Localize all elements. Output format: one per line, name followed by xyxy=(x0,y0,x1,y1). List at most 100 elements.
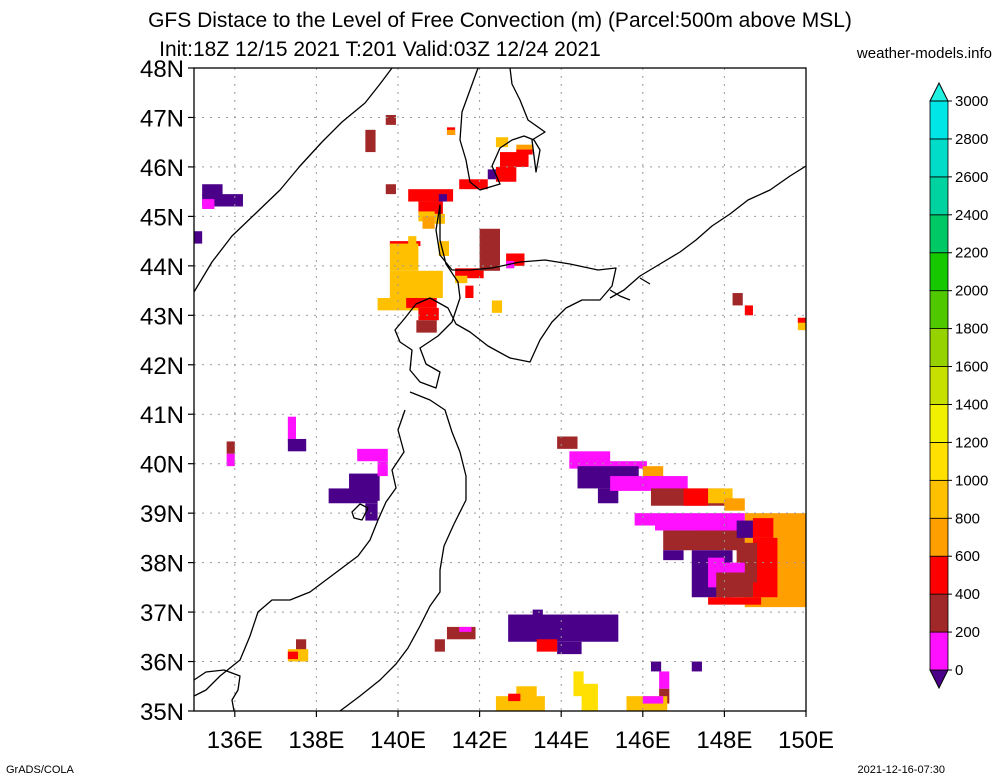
field-patch xyxy=(296,639,307,652)
lon-label: 148E xyxy=(696,727,752,754)
colorbar-bin xyxy=(929,404,949,443)
honshu-east-coast xyxy=(339,391,467,711)
field-patch xyxy=(610,476,688,491)
colorbar-bin xyxy=(929,517,949,557)
field-patch xyxy=(573,671,584,697)
field-patch xyxy=(508,614,619,642)
lon-label: 140E xyxy=(370,727,426,754)
mainland-coast xyxy=(194,68,393,293)
field-patch xyxy=(422,216,435,229)
field-patch xyxy=(557,641,582,655)
lat-label: 38N xyxy=(140,551,184,578)
field-patch xyxy=(455,275,468,284)
field-patch xyxy=(365,503,378,521)
field-patch xyxy=(434,639,445,652)
field-patch xyxy=(202,184,223,197)
colorbar-label: 200 xyxy=(955,624,980,641)
colorbar-bin xyxy=(929,631,949,671)
lat-label: 35N xyxy=(140,699,184,726)
field-patch xyxy=(708,597,762,605)
field-patch xyxy=(438,241,449,256)
site-credit: weather-models.info xyxy=(856,45,992,62)
colorbar-label: 1400 xyxy=(955,396,988,413)
plot-frame xyxy=(193,67,807,712)
colorbar-bin xyxy=(929,176,949,216)
lat-label: 41N xyxy=(140,402,184,429)
field-patch xyxy=(487,253,500,269)
field-patch xyxy=(797,317,806,331)
field-patch xyxy=(365,129,376,153)
field-patch xyxy=(516,144,533,153)
field-patches xyxy=(194,114,806,711)
field-patch xyxy=(650,661,662,672)
field-patch xyxy=(744,305,753,316)
coastlines xyxy=(194,68,806,711)
field-patch xyxy=(569,461,647,469)
field-patch xyxy=(642,466,664,477)
field-patch xyxy=(418,201,443,214)
field-patch xyxy=(663,550,684,561)
field-patch xyxy=(495,166,517,182)
kuril-island-1 xyxy=(609,289,631,301)
colorbar-label: 400 xyxy=(955,586,980,603)
lon-label: 138E xyxy=(288,727,344,754)
kuril-island-2 xyxy=(639,277,651,285)
field-patch xyxy=(459,626,472,632)
latitude-labels: 48N 47N 46N 45N 44N 43N 42N 41N 40N 39N 38N 37N 36N 3… xyxy=(140,56,194,726)
field-patch xyxy=(202,199,215,209)
lat-label: 43N xyxy=(140,303,184,330)
field-patch xyxy=(377,461,388,477)
colorbar-bottom-arrow xyxy=(929,669,949,690)
chart-title: GFS Distace to the Level of Free Convect… xyxy=(148,9,852,32)
field-patch xyxy=(597,488,619,504)
field-patch xyxy=(495,137,509,148)
colorbar-label: 800 xyxy=(955,510,980,527)
field-patch xyxy=(724,562,745,573)
colorbar-label: 0 xyxy=(955,662,963,679)
field-patch xyxy=(663,530,745,551)
field-patch xyxy=(226,441,235,454)
colorbar-bin xyxy=(929,328,949,367)
colorbar-label: 1200 xyxy=(955,434,988,451)
field-patch xyxy=(287,651,299,660)
lat-label: 45N xyxy=(140,204,184,231)
colorbar-label: 3000 xyxy=(955,93,988,110)
sakhalin-coast xyxy=(459,68,546,191)
field-patch xyxy=(328,488,378,504)
kuril-coast xyxy=(609,165,806,299)
lat-label: 42N xyxy=(140,353,184,380)
colorbar-label: 2800 xyxy=(955,131,988,148)
chart-subtitle: Init:18Z 12/15 2021 T:201 Valid:03Z 12/2… xyxy=(159,38,601,61)
field-patch xyxy=(642,696,664,704)
colorbar-bin xyxy=(929,593,949,633)
field-patch xyxy=(716,572,753,598)
field-patch xyxy=(634,513,656,526)
colorbar: 0 200 400 600 800 1000 1200 1400 1600 1800 2000 220… xyxy=(929,81,988,690)
field-patch xyxy=(557,436,578,449)
field-patch xyxy=(752,518,774,538)
field-patch xyxy=(508,693,521,702)
field-patch xyxy=(438,194,447,202)
field-patch xyxy=(516,149,533,155)
lat-label: 46N xyxy=(140,155,184,182)
field-patch xyxy=(691,661,702,672)
hokkaido-coast xyxy=(394,204,617,389)
lat-label: 44N xyxy=(140,254,184,281)
longitude-labels: 136E 138E 140E 142E 144E 146E 148E 150E xyxy=(207,711,834,754)
colorbar-top-arrow xyxy=(929,81,949,102)
field-patch xyxy=(659,688,670,704)
colorbar-label: 2200 xyxy=(955,245,988,262)
sado-island xyxy=(351,503,369,521)
field-patch xyxy=(287,438,307,452)
field-patch xyxy=(406,297,437,308)
lon-label: 150E xyxy=(778,727,834,754)
colorbar-bin xyxy=(929,290,949,329)
field-patch xyxy=(732,293,743,306)
lon-label: 142E xyxy=(452,727,508,754)
field-patch xyxy=(194,231,203,244)
field-patch xyxy=(465,285,474,298)
colorbar-label: 2000 xyxy=(955,283,988,300)
field-patch xyxy=(385,114,396,125)
lon-label: 136E xyxy=(207,727,263,754)
